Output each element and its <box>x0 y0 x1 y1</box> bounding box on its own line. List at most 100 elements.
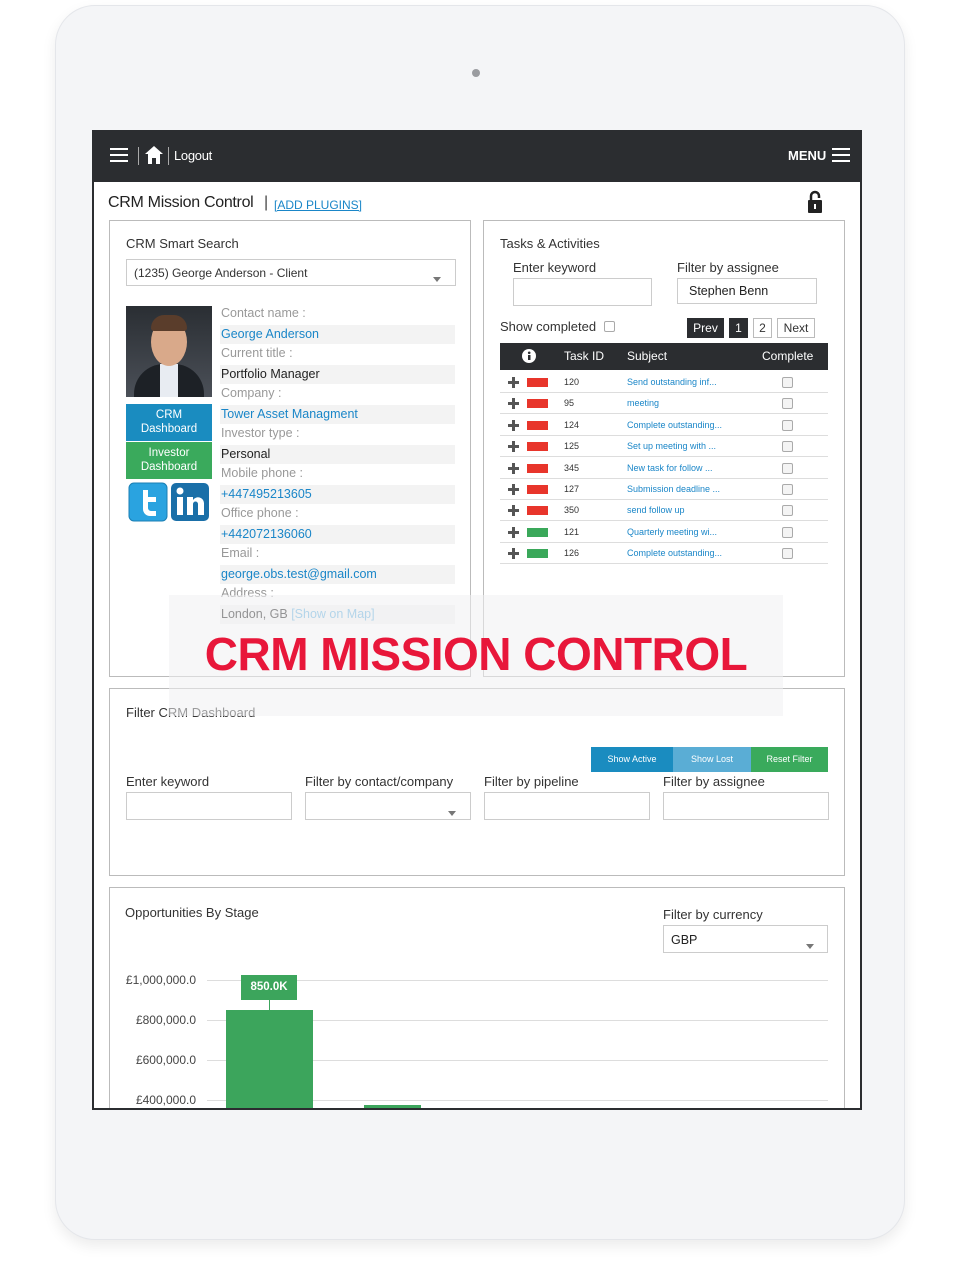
task-row: 350 send follow up <box>500 500 828 522</box>
currency-select[interactable]: GBP <box>663 925 828 953</box>
field-value[interactable]: Tower Asset Managment <box>220 405 455 424</box>
checkbox[interactable] <box>782 484 793 495</box>
field-value[interactable]: George Anderson <box>220 325 455 344</box>
task-row: 95 meeting <box>500 393 828 415</box>
panel-title: Tasks & Activities <box>500 236 600 251</box>
column-header: Complete <box>762 349 814 363</box>
task-id: 120 <box>564 377 580 387</box>
expand-icon-svg <box>508 484 519 495</box>
dashboard-button[interactable]: Investor Dashboard <box>126 442 212 479</box>
add-plugins-link[interactable]: [ADD PLUGINS] <box>274 198 363 212</box>
task-id: 95 <box>564 398 575 409</box>
task-subject[interactable]: Set up meeting with ... <box>627 441 717 452</box>
status-flag <box>527 506 548 516</box>
field-value[interactable]: +442072136060 <box>220 525 455 544</box>
expand-icon-svg <box>508 398 519 410</box>
filter-input[interactable] <box>663 792 829 820</box>
panel-title: CRM Smart Search <box>126 236 239 251</box>
task-subject[interactable]: Submission deadline ... <box>627 484 721 494</box>
twitter-icon[interactable] <box>128 482 168 527</box>
home-icon[interactable] <box>144 145 164 170</box>
expand-icon[interactable] <box>508 397 520 415</box>
task-row: 127 Submission deadline ... <box>500 479 828 500</box>
contact-select[interactable]: (1235) George Anderson - Client <box>126 259 456 286</box>
task-subject[interactable]: Send outstanding inf... <box>627 377 717 387</box>
filter-button[interactable]: Show Active <box>591 747 673 772</box>
page-button[interactable]: 1 <box>729 318 748 338</box>
page-button[interactable]: Next <box>777 318 815 338</box>
filter-input[interactable] <box>484 792 650 820</box>
caret-svg <box>433 277 441 282</box>
task-subject[interactable]: Complete outstanding... <box>627 419 723 430</box>
expand-icon[interactable] <box>508 504 520 522</box>
task-id: 345 <box>564 462 580 473</box>
menu-icon-right[interactable] <box>832 147 852 170</box>
expand-icon-svg <box>508 526 519 538</box>
expand-icon[interactable] <box>508 462 520 480</box>
menu-label[interactable]: MENU <box>788 148 827 163</box>
expand-icon[interactable] <box>508 483 520 501</box>
checkbox[interactable] <box>782 548 793 560</box>
field-label: Mobile phone : <box>221 466 304 480</box>
filter-button[interactable]: Show Lost <box>673 747 751 772</box>
checkbox[interactable] <box>604 321 615 332</box>
assignee-value: Stephen Benn <box>689 284 769 298</box>
task-id: 127 <box>564 484 580 494</box>
caret-svg <box>806 944 814 949</box>
checkbox[interactable] <box>782 441 793 453</box>
logout-link[interactable]: Logout <box>174 148 212 163</box>
bar <box>363 1105 421 1108</box>
linkedin-icon[interactable] <box>170 482 210 527</box>
task-subject[interactable]: Complete outstanding... <box>627 548 723 559</box>
task-subject[interactable]: New task for follow ... <box>627 462 713 473</box>
field-value[interactable]: +447495213605 <box>220 485 455 504</box>
field-label: Filter by contact/company <box>305 774 454 789</box>
field-label: Filter by assignee <box>677 260 779 275</box>
task-row: 125 Set up meeting with ... <box>500 436 828 458</box>
page-button[interactable]: 2 <box>753 318 772 338</box>
filter-button[interactable]: Reset Filter <box>751 747 828 772</box>
show-completed-label: Show completed <box>500 319 597 334</box>
banner-text: CRM MISSION CONTROL <box>204 628 748 680</box>
filter-input[interactable] <box>126 792 292 820</box>
caret-svg <box>448 811 456 816</box>
task-subject[interactable]: meeting <box>627 398 660 409</box>
keyword-input[interactable] <box>513 278 652 306</box>
lock-icon[interactable] <box>805 190 825 221</box>
checkbox[interactable] <box>782 462 793 474</box>
menu-icon-left[interactable] <box>110 147 130 170</box>
expand-icon[interactable] <box>508 547 520 565</box>
checkbox[interactable] <box>782 526 793 538</box>
y-tick-label: £1,000,000.0 <box>125 973 196 987</box>
expand-icon[interactable] <box>508 376 520 394</box>
opportunities-panel: Opportunities By Stage Filter by currency… <box>109 887 845 1108</box>
expand-icon[interactable] <box>508 526 520 544</box>
y-tick-label: £400,000.0 <box>135 1093 196 1107</box>
chart-title: Opportunities By Stage <box>125 905 259 920</box>
field-value: Portfolio Manager <box>220 365 455 384</box>
expand-icon-svg <box>508 548 519 560</box>
task-subject[interactable]: send follow up <box>627 505 685 516</box>
expand-icon-svg <box>508 441 519 453</box>
divider <box>168 147 169 165</box>
menu-icon-left-svg <box>110 148 128 162</box>
photo-hair <box>151 315 187 331</box>
checkbox[interactable] <box>782 377 793 388</box>
table-header: Task ID Subject Complete <box>500 343 828 370</box>
assignee-input[interactable]: Stephen Benn <box>677 278 817 304</box>
info-icon-svg <box>522 349 536 363</box>
info-icon <box>522 349 537 369</box>
field-value[interactable]: george.obs.test@gmail.com <box>220 565 455 584</box>
task-subject[interactable]: Quarterly meeting wi... <box>627 526 718 537</box>
home-icon-svg <box>145 146 163 164</box>
expand-icon[interactable] <box>508 440 520 458</box>
checkbox[interactable] <box>782 398 793 410</box>
checkbox[interactable] <box>782 505 793 517</box>
dashboard-button[interactable]: CRM Dashboard <box>126 404 212 441</box>
page-button[interactable]: Prev <box>687 318 724 338</box>
checkbox[interactable] <box>782 419 793 431</box>
twitter-icon-svg <box>128 482 168 522</box>
filter-input[interactable] <box>305 792 471 820</box>
status-flag <box>527 549 548 559</box>
expand-icon[interactable] <box>508 419 520 437</box>
